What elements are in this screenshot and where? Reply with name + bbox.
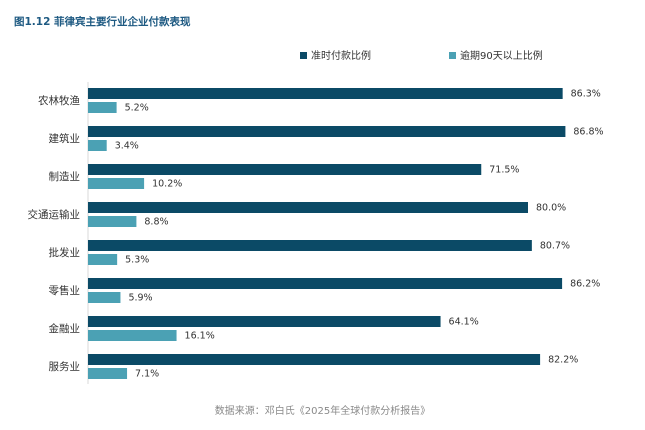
data-label: 8.8% [144,217,168,228]
category-label: 建筑业 [49,132,81,145]
data-label: 5.9% [128,293,152,304]
data-label: 5.2% [125,103,149,114]
data-label: 16.1% [185,331,215,342]
category-label: 交通运输业 [28,208,81,221]
category-label: 农林牧渔 [38,94,80,107]
bar-overdue [88,368,128,379]
data-label: 80.7% [540,241,570,252]
legend-label: 逾期90天以上比例 [460,49,543,62]
data-label: 86.8% [573,127,603,138]
bar-overdue [88,254,118,265]
category-label: 制造业 [49,170,81,183]
data-label: 7.1% [135,369,159,380]
category-label: 服务业 [49,360,81,373]
source-note: 数据来源：邓白氏《2025年全球付款分析报告》 [214,406,431,417]
figure-title: 图1.12 菲律宾主要行业企业付款表现 [14,16,191,28]
data-label: 80.0% [536,203,566,214]
data-label: 5.3% [125,255,149,266]
legend-label: 准时付款比例 [311,49,371,62]
bar-on-time [88,88,563,99]
bar-overdue [88,216,137,227]
category-label: 金融业 [49,322,81,335]
legend-swatch [300,52,307,59]
data-label: 86.2% [570,279,600,290]
bar-on-time [88,202,528,213]
category-label: 零售业 [49,284,81,297]
bar-on-time [88,278,563,289]
bar-on-time [88,126,566,137]
bar-overdue [88,178,145,189]
bar-overdue [88,102,117,113]
bar-on-time [88,240,532,251]
data-label: 10.2% [152,179,182,190]
bar-on-time [88,316,441,327]
legend-swatch [449,52,456,59]
bar-overdue [88,292,121,303]
data-label: 86.3% [571,89,601,100]
data-label: 3.4% [115,141,139,152]
bar-overdue [88,330,177,341]
bar-on-time [88,164,482,175]
bar-on-time [88,354,541,365]
bars-group: 农林牧渔 86.3% 5.2% 建筑业 86.8% 3.4% 制造业 71.5% 10.2% 交通… [28,88,604,380]
category-label: 批发业 [49,246,81,259]
legend: 准时付款比例 逾期90天以上比例 [300,49,543,62]
data-label: 82.2% [548,355,578,366]
data-label: 71.5% [489,165,519,176]
data-label: 64.1% [449,317,479,328]
bar-overdue [88,140,107,151]
